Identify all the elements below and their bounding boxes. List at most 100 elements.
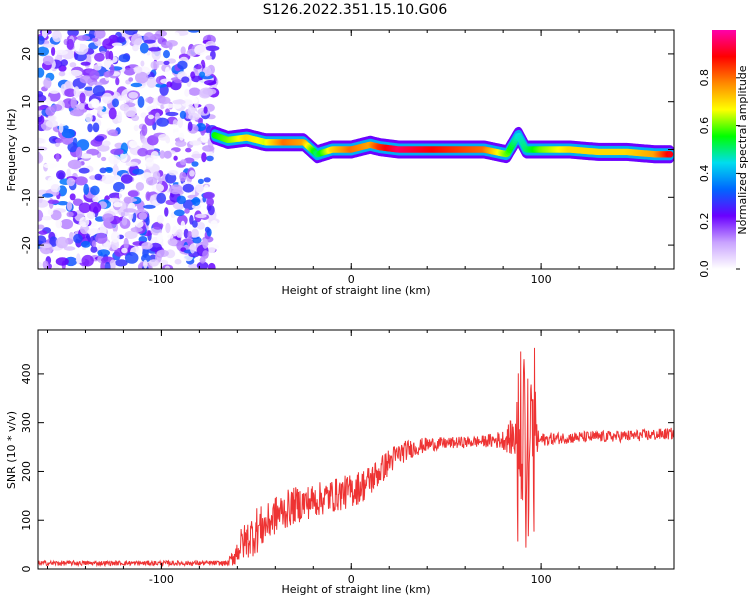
noise-blob <box>75 131 82 138</box>
noise-blob <box>110 64 115 76</box>
noise-blob <box>202 250 209 259</box>
noise-blob <box>80 61 91 66</box>
noise-blob <box>43 77 52 89</box>
noise-blob <box>180 46 186 55</box>
snr-ylabel: SNR (10 * v/v) <box>5 411 18 489</box>
noise-blob <box>42 43 56 48</box>
noise-blob <box>91 37 99 42</box>
noise-blob <box>92 85 105 97</box>
noise-blob <box>166 81 173 88</box>
colorbar-tick-label: 0.0 <box>698 260 711 278</box>
noise-blob <box>38 151 42 163</box>
noise-blob <box>179 171 187 182</box>
noise-blob <box>52 263 60 269</box>
noise-blob <box>163 60 170 65</box>
noise-blob <box>165 222 171 234</box>
noise-blob <box>38 146 48 152</box>
noise-blob <box>189 170 195 177</box>
x-tick-label: 100 <box>531 273 552 286</box>
noise-blob <box>87 228 101 236</box>
noise-blob <box>189 140 202 146</box>
noise-blob <box>200 135 210 143</box>
noise-blob <box>135 182 145 191</box>
noise-blob <box>83 249 92 256</box>
noise-blob <box>172 32 180 39</box>
noise-blob <box>190 71 196 79</box>
noise-blob <box>55 153 60 162</box>
noise-blob <box>79 75 93 84</box>
noise-blob <box>38 224 45 230</box>
noise-blob <box>118 188 126 201</box>
colorbar-label: Normalized spectral amplitude <box>736 65 749 234</box>
x-tick-label: 100 <box>531 573 552 586</box>
noise-blob <box>79 216 90 228</box>
spectrogram-xlabel: Height of straight line (km) <box>281 284 430 297</box>
noise-blob <box>133 124 139 132</box>
noise-blob <box>155 83 167 88</box>
noise-blob <box>67 159 82 170</box>
noise-blob <box>163 50 170 59</box>
noise-blob <box>47 209 54 216</box>
noise-blob <box>150 60 160 70</box>
noise-blob <box>205 55 212 60</box>
noise-blob <box>195 213 207 219</box>
noise-blob <box>110 148 124 155</box>
noise-blob <box>75 146 83 159</box>
noise-blob <box>137 147 149 157</box>
noise-blob <box>180 159 187 166</box>
noise-blob <box>57 201 69 206</box>
noise-blob <box>113 175 121 180</box>
noise-blob <box>128 91 139 99</box>
noise-blob <box>167 238 178 246</box>
noise-blob <box>38 209 44 222</box>
noise-blob <box>64 88 77 97</box>
noise-blob <box>101 174 115 185</box>
noise-blob <box>92 196 99 202</box>
noise-blob <box>117 95 125 101</box>
noise-blob <box>131 33 143 46</box>
y-tick-label: 0 <box>20 146 33 153</box>
y-tick-label: 10 <box>20 95 33 109</box>
noise-blob <box>156 192 167 204</box>
noise-blob <box>153 97 158 110</box>
noise-blob <box>91 98 100 109</box>
noise-blob <box>199 256 206 264</box>
noise-blob <box>208 262 216 269</box>
snr-line-series <box>37 347 675 568</box>
noise-blob <box>38 137 45 144</box>
noise-blob <box>128 77 134 82</box>
noise-blob <box>180 220 186 231</box>
noise-blob <box>164 265 171 269</box>
noise-blob <box>206 155 214 162</box>
noise-blob <box>158 176 163 185</box>
noise-blob <box>76 253 81 265</box>
noise-blob <box>80 240 91 248</box>
noise-blob <box>103 71 111 78</box>
noise-blob <box>50 210 62 221</box>
x-tick-label: -100 <box>149 573 174 586</box>
noise-blob <box>47 199 60 204</box>
noise-blob <box>181 76 190 83</box>
noise-blob <box>76 35 91 41</box>
noise-blob <box>56 170 66 180</box>
noise-blob <box>54 119 68 127</box>
noise-blob <box>105 167 113 173</box>
noise-blob <box>184 208 190 214</box>
noise-blob <box>123 196 132 204</box>
noise-blob <box>121 217 128 226</box>
noise-blob <box>38 230 48 235</box>
noise-blob <box>146 176 158 186</box>
snr-frame <box>37 329 675 570</box>
noise-blob <box>108 154 121 165</box>
noise-blob <box>91 240 97 248</box>
noise-blob <box>85 113 93 123</box>
noise-blob <box>41 30 48 39</box>
noise-blob <box>123 208 137 213</box>
noise-blob <box>109 259 116 269</box>
noise-blob <box>202 191 215 199</box>
noise-blob <box>128 140 138 149</box>
noise-blob <box>152 221 164 230</box>
noise-blob <box>73 233 83 244</box>
noise-blob <box>141 254 151 263</box>
